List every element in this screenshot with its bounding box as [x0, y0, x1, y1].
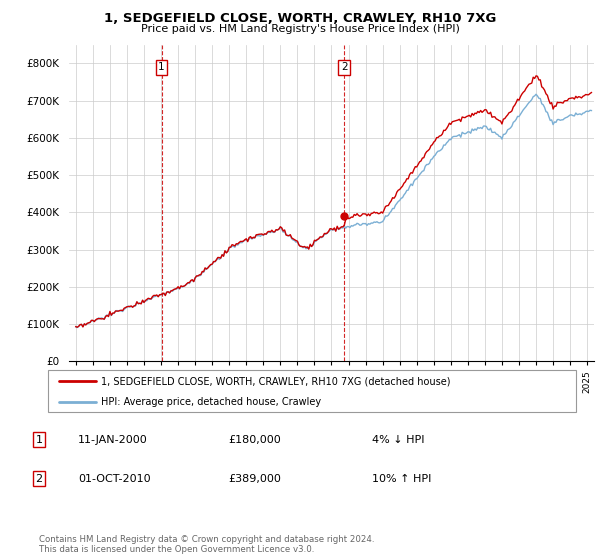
Text: 4% ↓ HPI: 4% ↓ HPI [372, 435, 425, 445]
Text: 1: 1 [158, 62, 165, 72]
Text: 10% ↑ HPI: 10% ↑ HPI [372, 474, 431, 484]
Text: Price paid vs. HM Land Registry's House Price Index (HPI): Price paid vs. HM Land Registry's House … [140, 24, 460, 34]
Text: £180,000: £180,000 [228, 435, 281, 445]
Text: 1, SEDGEFIELD CLOSE, WORTH, CRAWLEY, RH10 7XG (detached house): 1, SEDGEFIELD CLOSE, WORTH, CRAWLEY, RH1… [101, 376, 450, 386]
Text: 2: 2 [341, 62, 347, 72]
Text: 2: 2 [35, 474, 43, 484]
Text: 1, SEDGEFIELD CLOSE, WORTH, CRAWLEY, RH10 7XG: 1, SEDGEFIELD CLOSE, WORTH, CRAWLEY, RH1… [104, 12, 496, 25]
Text: £389,000: £389,000 [228, 474, 281, 484]
Text: Contains HM Land Registry data © Crown copyright and database right 2024.
This d: Contains HM Land Registry data © Crown c… [39, 535, 374, 554]
Text: 1: 1 [35, 435, 43, 445]
Text: 11-JAN-2000: 11-JAN-2000 [78, 435, 148, 445]
Text: 01-OCT-2010: 01-OCT-2010 [78, 474, 151, 484]
Text: HPI: Average price, detached house, Crawley: HPI: Average price, detached house, Craw… [101, 398, 321, 407]
